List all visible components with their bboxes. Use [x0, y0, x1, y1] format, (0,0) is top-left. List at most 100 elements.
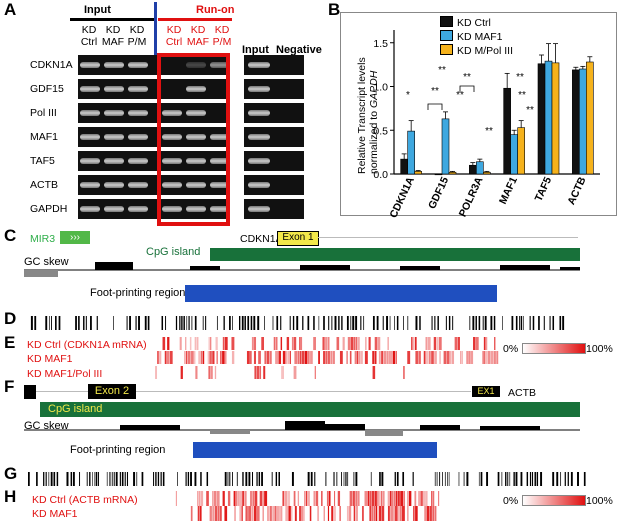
footprint-cell — [167, 337, 170, 350]
footprint-cell — [227, 491, 231, 506]
footprint-cell — [371, 506, 374, 521]
footprint-cell — [496, 351, 499, 364]
footprint-cell — [294, 351, 298, 364]
sequence-mark — [313, 316, 315, 330]
sequence-mark — [415, 316, 418, 330]
sequence-mark — [570, 472, 573, 486]
e-row-label-ctrl: KD Ctrl (CDKN1A mRNA) — [27, 339, 147, 351]
sequence-mark — [333, 472, 335, 486]
sequence-mark — [165, 316, 167, 330]
gene-label: Pol III — [30, 107, 57, 119]
sequence-mark — [511, 316, 514, 330]
sequence-mark — [183, 316, 185, 330]
gel-band — [210, 158, 230, 164]
footprint-cell — [328, 337, 330, 350]
sequence-mark — [28, 472, 30, 486]
footprint-cell — [490, 351, 494, 364]
gel-strip — [78, 175, 230, 195]
sequence-mark — [56, 472, 59, 486]
footprint-cell — [309, 506, 312, 521]
gel-band-input — [248, 134, 270, 140]
footprint-cell — [412, 506, 415, 521]
sequence-mark — [238, 316, 241, 330]
gel-band-input — [248, 158, 270, 164]
footprint-cell — [346, 351, 348, 364]
sequence-mark — [419, 316, 421, 330]
footprint-cell — [374, 351, 377, 364]
footprint-cell — [280, 337, 283, 350]
footprint-cell — [162, 337, 166, 350]
footprint-cell — [253, 491, 255, 506]
footprint-cell — [425, 337, 428, 350]
footprint-cell — [375, 506, 378, 521]
footprint-cell — [327, 506, 330, 521]
bar — [434, 173, 443, 176]
footprint-cell — [222, 351, 225, 364]
exon1-box: Exon 1 — [277, 231, 319, 246]
sequence-mark — [241, 316, 244, 330]
footprint-cell — [364, 491, 368, 506]
sequence-mark — [153, 472, 155, 486]
footprint-cell — [425, 351, 429, 364]
footprint-cell — [275, 337, 278, 350]
sequence-mark — [36, 472, 38, 486]
scale-min-e: 0% — [503, 343, 519, 355]
sequence-mark — [379, 472, 381, 486]
legend-item-kd-mpol: KD M/Pol III — [440, 44, 513, 57]
footprint-cell — [313, 337, 316, 350]
footprint-cell — [336, 337, 340, 350]
sequence-mark — [175, 316, 178, 330]
sequence-mark — [79, 472, 81, 486]
sequence-mark — [325, 472, 327, 486]
footprint-cell — [225, 351, 227, 364]
footprint-cell — [339, 506, 341, 521]
exon2-box: Exon 2 — [88, 384, 136, 399]
gel-band-input — [248, 206, 270, 212]
sequence-mark — [261, 472, 263, 486]
significance-mark: ** — [526, 105, 534, 116]
footprint-cell — [389, 491, 392, 506]
sequence-mark — [245, 472, 248, 486]
gel-band-input — [248, 62, 270, 68]
footprint-cell — [248, 506, 252, 521]
gel-band-input — [248, 182, 270, 188]
actb-gene-label: ACTB — [508, 387, 537, 399]
runon-header: Run-on — [196, 4, 235, 16]
y-tick-label: 1.5 — [373, 38, 388, 50]
sequence-mark — [394, 316, 395, 330]
sequence-mark — [513, 472, 515, 486]
sequence-mark — [200, 472, 202, 486]
footprint-cell — [293, 337, 297, 350]
gel-band — [210, 206, 230, 212]
footprint-cell — [423, 351, 426, 364]
footprint-cell — [414, 491, 417, 506]
footprint-cell — [237, 491, 240, 506]
column-label: KD MAF — [101, 24, 125, 48]
gel-band — [80, 62, 100, 68]
footprint-cell — [347, 337, 351, 350]
footprint-cell — [262, 506, 264, 521]
sequence-mark — [94, 472, 96, 486]
sequence-mark — [95, 472, 98, 486]
sequence-mark — [252, 472, 254, 486]
scale-min-h: 0% — [503, 495, 519, 507]
footprint-cell — [361, 506, 364, 521]
footprint-cell — [266, 351, 269, 364]
footprint-cell — [327, 351, 330, 364]
footprint-cell — [411, 337, 413, 350]
sequence-mark — [160, 472, 162, 486]
actb-3prime-block — [24, 385, 36, 399]
footprint-cell — [264, 351, 267, 364]
significance-mark: ** — [463, 72, 471, 83]
footprint-cell — [337, 491, 341, 506]
footprint-cell — [487, 351, 491, 364]
footprint-cell — [287, 351, 290, 364]
footprint-cell — [346, 506, 349, 521]
footprint-cell — [470, 351, 474, 364]
footprint-cell — [193, 351, 196, 364]
gene-label: ACTB — [30, 179, 59, 191]
footprint-cell — [233, 491, 236, 506]
input-header: Input — [84, 4, 111, 16]
footprint-cell — [253, 351, 256, 364]
